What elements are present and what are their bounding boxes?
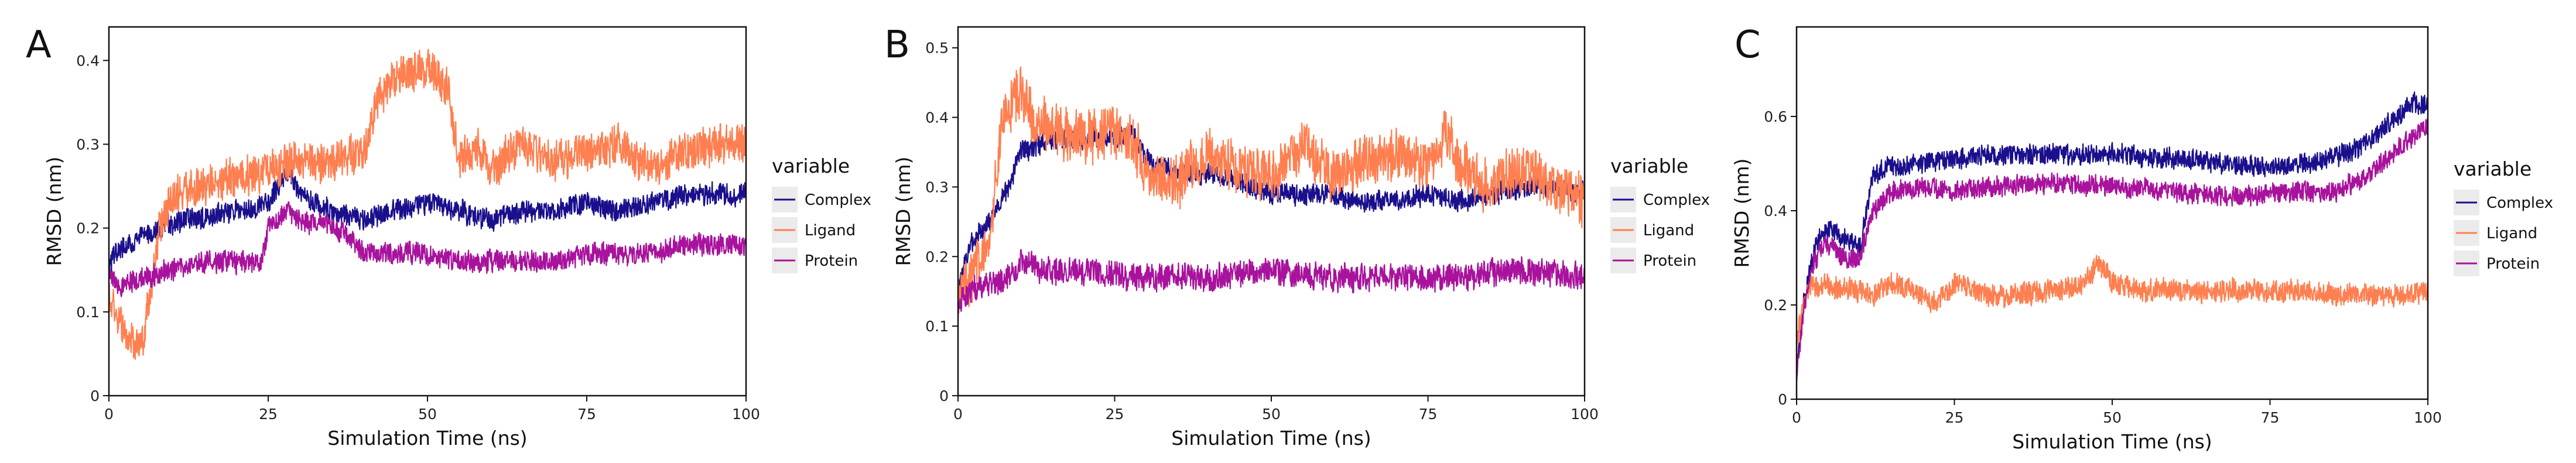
legend-entry-complex: Complex — [1643, 191, 1710, 209]
x-tick-label: 0 — [1792, 409, 1801, 426]
panel-A: A 0 25 50 75 100 0 0.1 0.2 0.3 0.4 Simulation Time … — [26, 23, 871, 450]
legend-title: variable — [772, 155, 850, 177]
x-tick-label: 25 — [1106, 406, 1124, 423]
series-line-complex — [109, 162, 746, 275]
x-tick-label: 0 — [953, 406, 963, 423]
legend-entry-protein: Protein — [805, 252, 858, 270]
y-tick-label: 0.3 — [76, 136, 100, 153]
x-axis-title: Simulation Time (ns) — [327, 427, 527, 450]
y-axis-title: RMSD (nm) — [1730, 158, 1753, 267]
y-tick-label: 0.2 — [76, 220, 100, 237]
series-line-protein — [1797, 118, 2428, 374]
x-tick-label: 50 — [1262, 406, 1281, 423]
x-tick-label: 100 — [2414, 409, 2442, 426]
x-tick-label: 0 — [104, 406, 114, 423]
legend: variable Complex Ligand Protein — [1610, 155, 1710, 273]
legend-entry-protein: Protein — [2486, 255, 2540, 273]
plot-frame — [957, 26, 1586, 397]
plot-frame — [108, 26, 747, 397]
legend-title: variable — [2454, 157, 2531, 180]
x-tick-label: 50 — [2103, 409, 2122, 426]
y-tick-label: 0.4 — [1764, 203, 1787, 220]
legend-entry-complex: Complex — [805, 191, 871, 209]
y-tick-label: 0.6 — [1764, 108, 1787, 125]
x-tick-label: 25 — [1945, 409, 1964, 426]
panel-B: B 0 25 50 75 100 0 0.1 0.2 0.3 0.4 0.5 Simulation Ti… — [884, 23, 1710, 450]
x-tick-label: 75 — [577, 406, 596, 423]
legend-entry-ligand: Ligand — [805, 222, 856, 239]
x-tick-label: 25 — [259, 406, 278, 423]
panel-C: C 0 25 50 75 100 0 0.2 0.4 0.6 Simulation Time (ns… — [1730, 23, 2553, 453]
panel-label: A — [26, 23, 52, 67]
legend-entry-ligand: Ligand — [2486, 225, 2537, 242]
y-tick-label: 0 — [939, 387, 949, 404]
legend-entry-complex: Complex — [2486, 194, 2553, 212]
legend: variable Complex Ligand Protein — [2454, 157, 2553, 276]
y-tick-label: 0.1 — [925, 318, 949, 335]
y-tick-label: 0.5 — [925, 40, 949, 57]
y-tick-label: 0.2 — [1764, 297, 1787, 314]
y-tick-label: 0.4 — [76, 52, 100, 69]
panel-label: C — [1735, 23, 1761, 67]
series-line-complex — [1797, 91, 2428, 382]
x-tick-label: 100 — [732, 406, 760, 423]
y-tick-label: 0.3 — [925, 179, 949, 196]
series-line-protein — [109, 201, 746, 297]
y-axis-title: RMSD (nm) — [43, 156, 66, 266]
series-line-ligand — [109, 49, 746, 360]
series-group — [958, 66, 1585, 318]
y-tick-label: 0.2 — [925, 248, 949, 265]
legend: variable Complex Ligand Protein — [772, 155, 871, 273]
legend-title: variable — [1610, 155, 1688, 177]
x-tick-label: 75 — [2261, 409, 2280, 426]
series-line-ligand — [1797, 255, 2428, 345]
x-axis-title: Simulation Time (ns) — [2012, 430, 2212, 453]
legend-entry-protein: Protein — [1643, 252, 1696, 270]
x-tick-label: 100 — [1571, 406, 1599, 423]
series-group — [109, 49, 746, 360]
y-tick-label: 0 — [1778, 391, 1787, 408]
x-tick-label: 75 — [1419, 406, 1438, 423]
y-tick-label: 0.4 — [925, 109, 949, 126]
x-tick-label: 50 — [418, 406, 437, 423]
y-axis-title: RMSD (nm) — [892, 156, 915, 266]
x-axis-title: Simulation Time (ns) — [1171, 427, 1371, 450]
panel-label: B — [884, 23, 910, 67]
legend-entry-ligand: Ligand — [1643, 222, 1694, 239]
plot-frame — [1795, 26, 2429, 400]
series-line-protein — [958, 249, 1585, 318]
y-tick-label: 0 — [90, 387, 100, 404]
y-tick-label: 0.1 — [76, 304, 100, 321]
series-group — [1797, 91, 2428, 382]
series-line-ligand — [958, 66, 1585, 314]
